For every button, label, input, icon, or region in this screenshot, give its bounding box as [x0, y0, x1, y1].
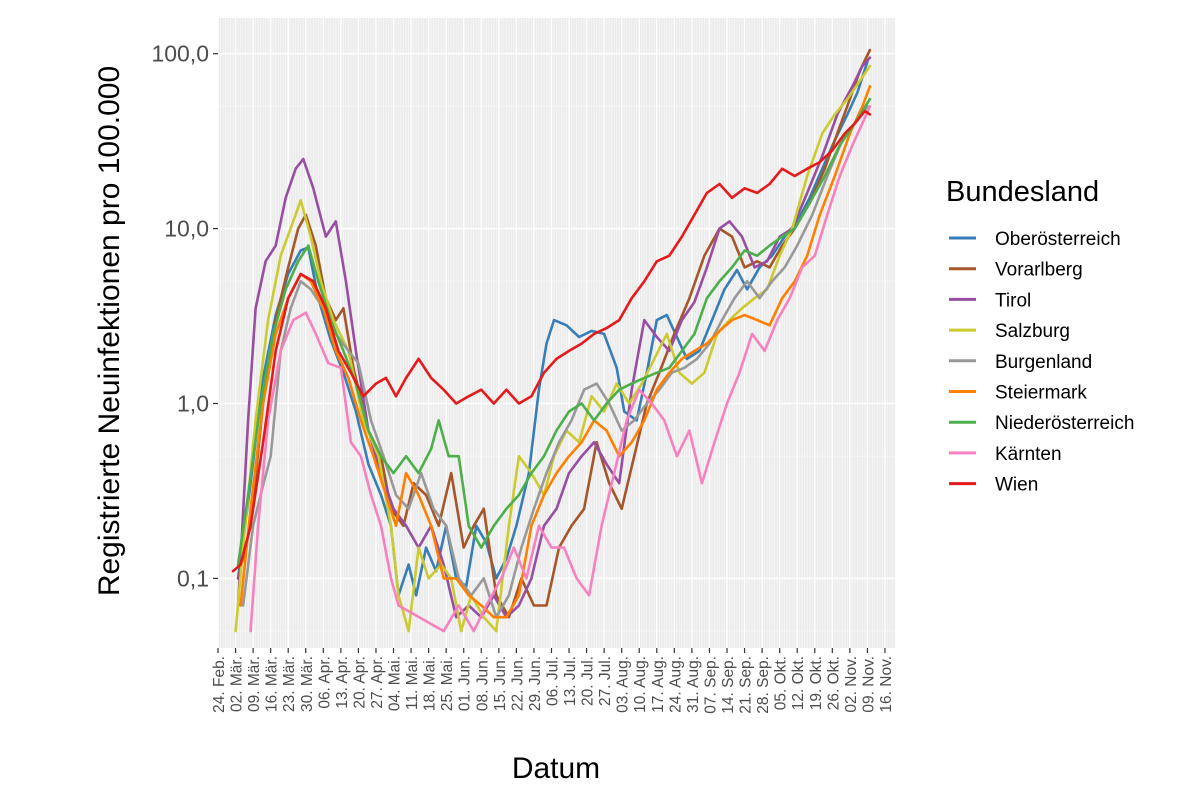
x-tick-label: 16. Nov. [878, 656, 895, 713]
minor-gridlines-y [218, 105, 895, 632]
x-tick-label: 20. Apr. [351, 656, 368, 709]
x-tick-label: 21. Sep. [738, 656, 755, 714]
y-axis-ticks: 0,1 1,0 10,0 100,0 [151, 41, 218, 591]
x-tick-label: 12. Okt. [790, 656, 807, 710]
series-line-tirol [236, 56, 872, 619]
legend-label: Kärnten [995, 444, 1062, 465]
series-line-salzburg [234, 64, 872, 633]
x-tick-label: 19. Okt. [808, 656, 825, 710]
x-axis-ticks: 24. Feb. 02. Mär. 09. Mär. 16. Mär. 23. Mär.… [211, 648, 895, 714]
legend-label: Wien [995, 475, 1038, 496]
legend-items: Oberösterreich Vorarlberg Tirol Salzburg Bur… [949, 229, 1134, 496]
x-tick-label: 09. Nov. [860, 656, 877, 713]
x-tick-label: 16. Mär. [264, 656, 281, 712]
x-tick-label: 22. Jun. [509, 656, 526, 711]
major-gridlines-y [218, 52, 895, 580]
x-tick-label: 10. Aug. [632, 656, 649, 713]
x-tick-label: 06. Apr. [316, 656, 333, 709]
x-tick-label: 11. Mai. [404, 656, 421, 710]
x-tick-label: 09. Mär. [246, 656, 263, 712]
legend-label: Niederösterreich [995, 413, 1134, 434]
x-tick-label: 17. Aug. [650, 656, 667, 713]
y-tick-label: 1,0 [177, 391, 209, 417]
x-tick-label: 14. Sep. [720, 656, 737, 714]
x-tick-label: 27. Apr. [369, 656, 386, 709]
series-line-wien [231, 109, 872, 573]
series-line-oberösterreich [236, 60, 869, 597]
legend-label: Burgenland [995, 352, 1092, 373]
x-tick-label: 13. Jul. [562, 656, 579, 706]
y-axis-title: Registrierte Neuinfektionen pro 100.000 [93, 66, 126, 596]
x-tick-label: 08. Jun. [474, 656, 491, 711]
x-tick-label: 27. Jul. [597, 656, 614, 706]
x-tick-label: 29. Jun. [527, 656, 544, 711]
x-tick-label: 28. Sep. [755, 656, 772, 714]
series-line-steiermark [239, 85, 872, 619]
y-tick-label: 100,0 [151, 41, 209, 67]
legend: Bundesland Oberösterreich Vorarlberg Tirol… [946, 176, 1134, 496]
x-tick-label: 04. Mai. [387, 656, 404, 711]
y-tick-label: 10,0 [164, 216, 209, 242]
x-tick-label: 13. Apr. [334, 656, 351, 709]
y-tick-label: 0,1 [177, 565, 209, 591]
x-tick-label: 24. Aug. [667, 656, 684, 713]
x-tick-label: 01. Jun. [457, 656, 474, 711]
series-line-kärnten [249, 105, 872, 633]
x-tick-label: 15. Jun. [492, 656, 509, 711]
x-tick-label: 30. Mär. [299, 656, 316, 712]
legend-label: Oberösterreich [995, 229, 1121, 250]
x-tick-label: 02. Mär. [229, 656, 246, 712]
x-tick-label: 07. Sep. [702, 656, 719, 714]
x-tick-label: 18. Mai. [422, 656, 439, 711]
x-axis-title: Datum [512, 752, 600, 785]
x-tick-label: 20. Jul. [580, 656, 597, 706]
x-tick-label: 23. Mär. [281, 656, 298, 712]
x-tick-label: 02. Nov. [843, 656, 860, 713]
x-tick-label: 31. Aug. [685, 656, 702, 713]
legend-label: Salzburg [995, 321, 1070, 342]
x-tick-label: 25. Mai. [439, 656, 456, 711]
series-lines [231, 48, 872, 633]
x-tick-label: 03. Aug. [615, 656, 632, 713]
x-tick-label: 05. Okt. [773, 656, 790, 710]
x-tick-label: 06. Jul. [544, 656, 561, 706]
legend-label: Tirol [995, 290, 1031, 311]
x-tick-label: 24. Feb. [211, 656, 228, 713]
legend-label: Vorarlberg [995, 260, 1083, 281]
series-line-niederösterreich [236, 97, 872, 566]
x-tick-label: 26. Okt. [825, 656, 842, 710]
legend-label: Steiermark [995, 383, 1087, 404]
legend-title: Bundesland [946, 176, 1099, 208]
